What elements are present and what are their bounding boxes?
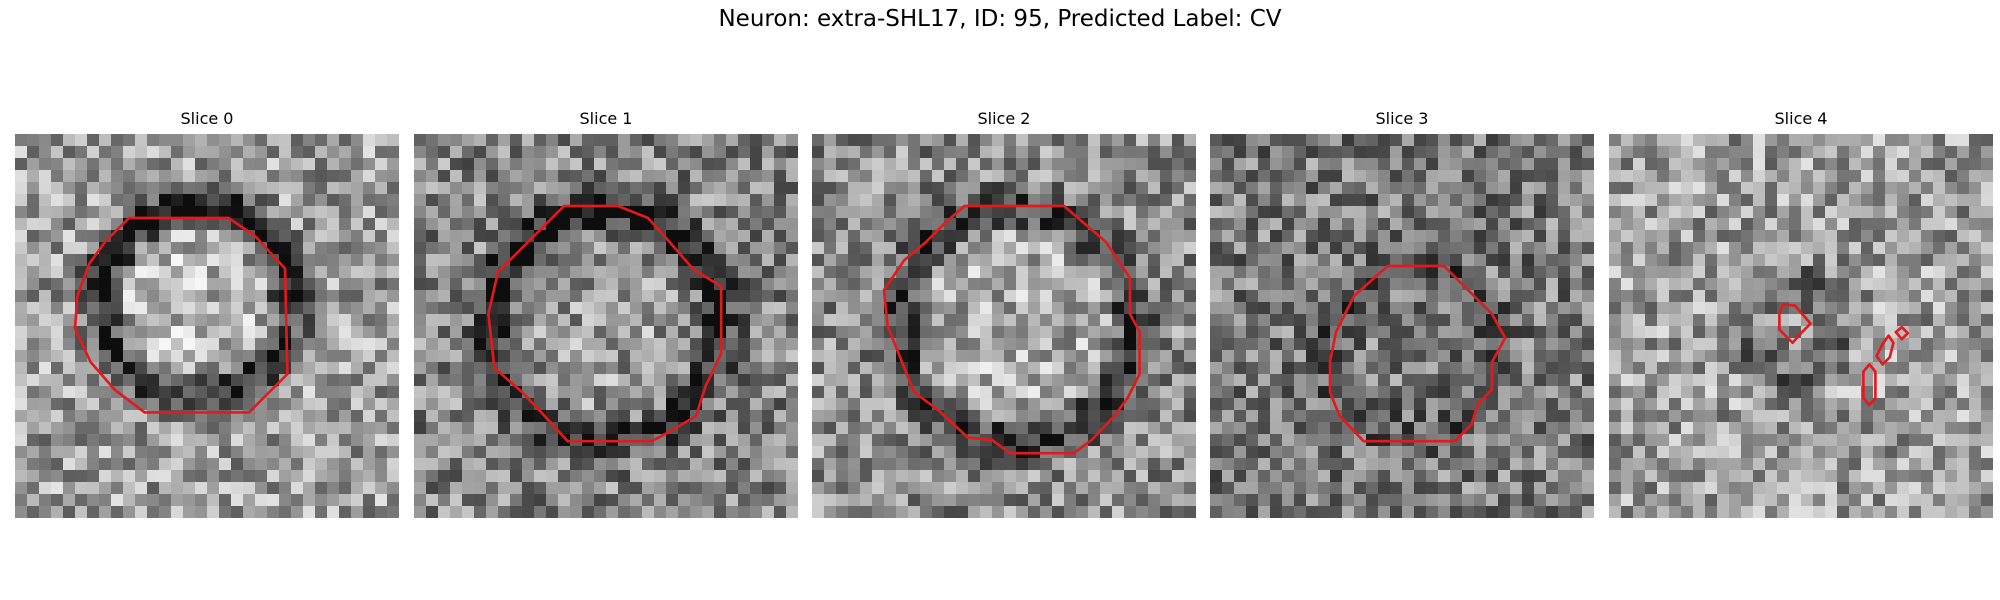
slice-4-image: [1609, 134, 1993, 518]
slice-3-image: [1210, 134, 1594, 518]
slice-4-pixels: [1609, 134, 1993, 518]
figure-title: Neuron: extra-SHL17, ID: 95, Predicted L…: [718, 6, 1282, 32]
slice-0-pixels: [15, 134, 399, 518]
slice-3-pixels: [1210, 134, 1594, 518]
panel-title-slice-3: Slice 3: [1375, 109, 1429, 128]
panel-title-slice-2: Slice 2: [977, 109, 1031, 128]
slice-4-contour-c: [1894, 325, 1910, 341]
slice-3-contour: [1328, 264, 1507, 443]
slice-0-contour: [73, 216, 289, 414]
slice-2-contour: [882, 204, 1141, 455]
slice-1-image: [414, 134, 798, 518]
panel-title-slice-0: Slice 0: [180, 109, 234, 128]
panel-title-slice-1: Slice 1: [579, 109, 633, 128]
slice-2-image: [812, 134, 1196, 518]
slice-4-contour-d: [1862, 363, 1877, 407]
slice-2-pixels: [812, 134, 1196, 518]
panel-title-slice-4: Slice 4: [1774, 109, 1828, 128]
slice-1-contour: [487, 204, 723, 443]
slice-1-pixels: [414, 134, 798, 518]
slice-4-contour-b: [1875, 334, 1895, 366]
slice-4-contour-a: [1778, 303, 1812, 345]
slice-0-image: [15, 134, 399, 518]
